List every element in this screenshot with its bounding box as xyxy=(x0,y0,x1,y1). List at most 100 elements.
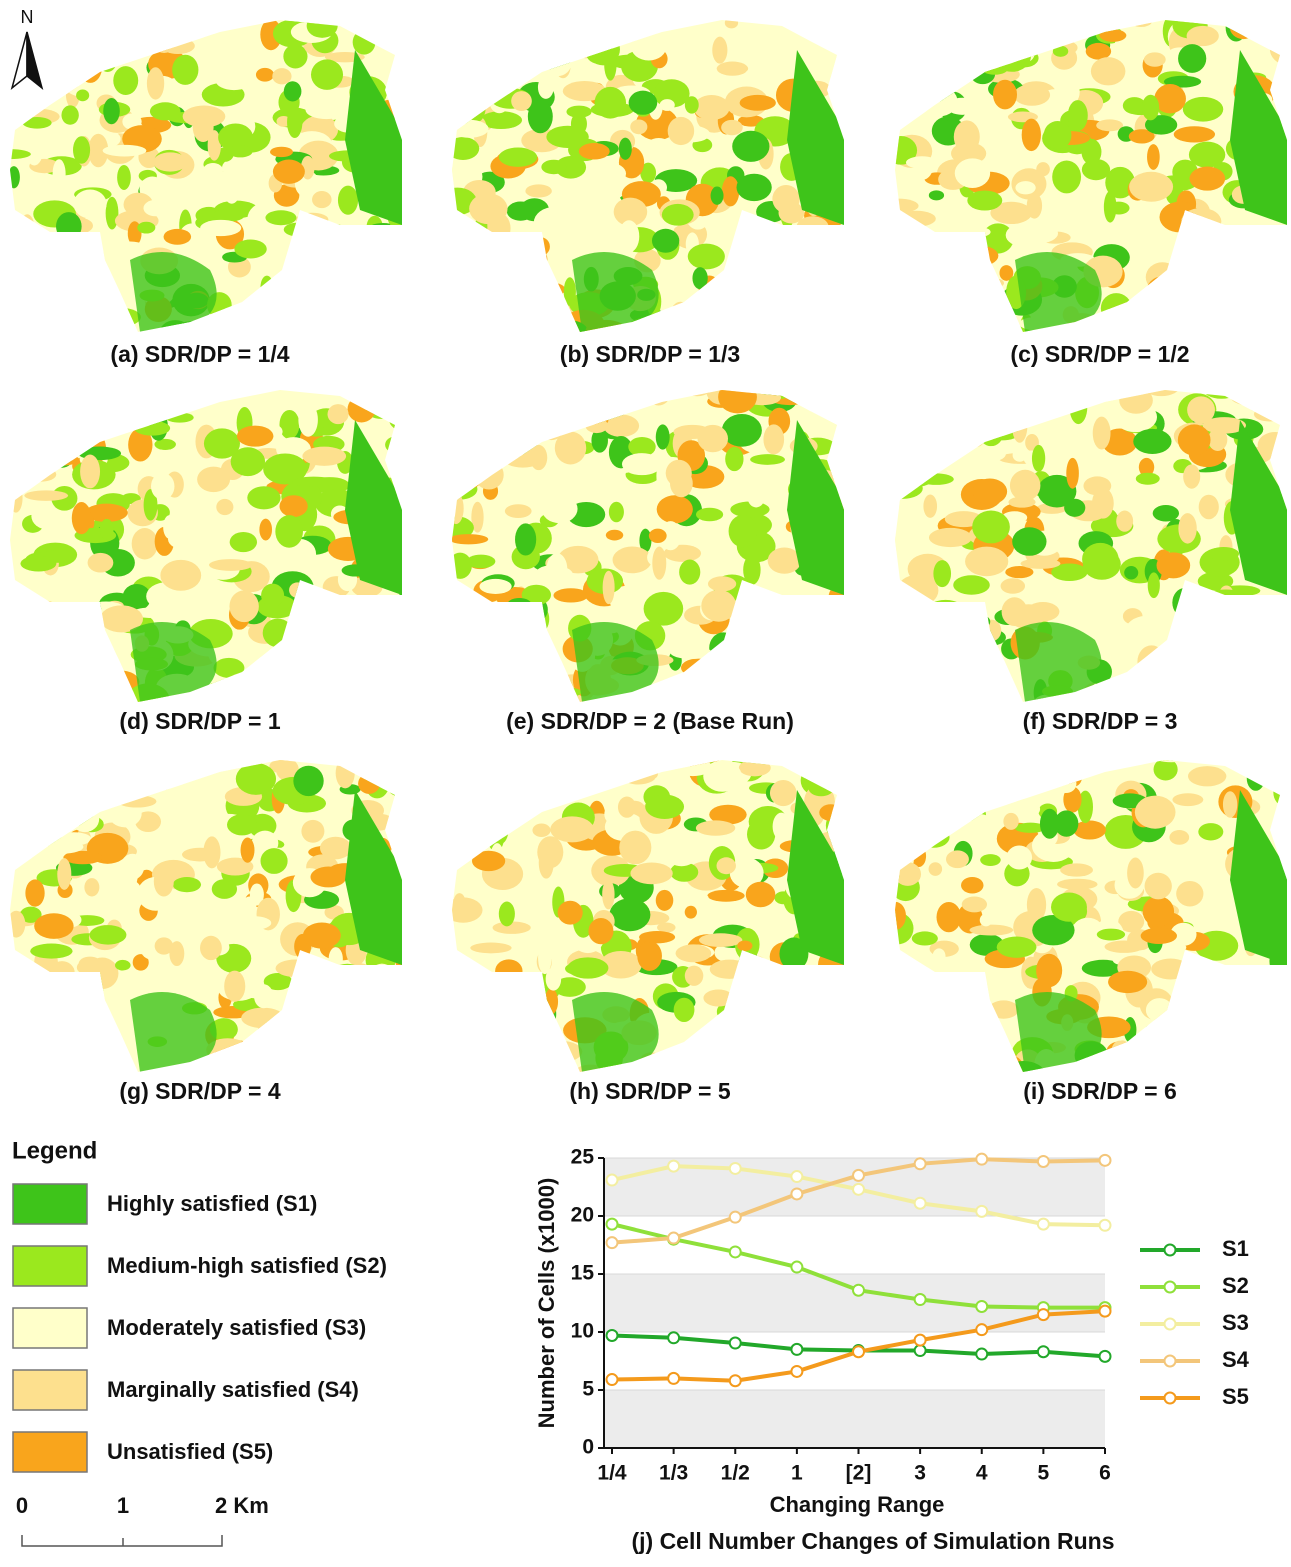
map-patch xyxy=(230,532,257,552)
map-patch xyxy=(900,239,914,251)
map-patch xyxy=(783,10,822,22)
map-patch xyxy=(1077,746,1109,763)
map-patch xyxy=(1274,318,1291,340)
map-patch xyxy=(508,672,541,693)
map-patch xyxy=(284,223,313,237)
map-patch xyxy=(458,740,488,763)
map-patch xyxy=(1187,604,1226,617)
map-patch xyxy=(383,386,413,398)
map-patch xyxy=(901,406,929,439)
map-patch xyxy=(913,1072,954,1084)
map-patch xyxy=(163,26,192,41)
map-patch xyxy=(1105,941,1144,953)
map-patch xyxy=(828,454,859,468)
map-patch xyxy=(520,24,532,39)
map-patch xyxy=(27,413,46,425)
map-patch xyxy=(1086,43,1111,60)
map-patch xyxy=(507,682,544,704)
map-patch xyxy=(773,966,799,980)
map-patch xyxy=(579,143,610,159)
map-patch xyxy=(1169,830,1189,845)
data-point xyxy=(915,1335,926,1346)
map-patch xyxy=(746,882,776,908)
map-patch xyxy=(1198,1064,1217,1076)
map-patch xyxy=(234,240,266,259)
map-patch xyxy=(919,473,954,485)
map-patch xyxy=(694,298,710,320)
map-patch xyxy=(494,244,507,269)
map-patch xyxy=(172,55,198,85)
map-patch xyxy=(1119,387,1153,414)
map: (d) SDR/DP = 1 xyxy=(0,367,423,734)
data-point xyxy=(1100,1155,1111,1166)
map-patch xyxy=(325,257,342,272)
map-patch xyxy=(887,464,909,497)
map-patch xyxy=(489,792,506,812)
map-patch xyxy=(121,854,144,880)
map-patch xyxy=(994,395,1018,417)
map-patch xyxy=(1000,407,1038,419)
map-patch xyxy=(46,791,73,809)
map-patch xyxy=(169,941,184,966)
map-patch xyxy=(444,963,475,995)
map-patch xyxy=(889,826,920,850)
map-patch xyxy=(200,220,241,236)
map-patch xyxy=(320,837,351,860)
map-patch xyxy=(469,822,486,850)
map-patch xyxy=(0,758,32,790)
map-patch xyxy=(0,428,35,445)
map-patch xyxy=(1153,505,1179,521)
map: (b) SDR/DP = 1/3 xyxy=(433,0,860,367)
map-patch xyxy=(1283,836,1291,846)
map-patch xyxy=(937,902,962,932)
data-point xyxy=(791,1366,802,1377)
map-patch xyxy=(985,1050,1019,1073)
data-point xyxy=(791,1344,802,1355)
map-patch xyxy=(644,592,684,626)
map-patch xyxy=(591,12,633,44)
map-patch xyxy=(247,486,280,509)
map-patch xyxy=(1196,1065,1227,1082)
map-patch xyxy=(1286,437,1291,463)
map-patch xyxy=(657,495,693,523)
map-patch xyxy=(472,851,505,871)
y-tick-label: 25 xyxy=(571,1146,595,1169)
map-patch xyxy=(547,1064,564,1096)
map-patch xyxy=(73,190,106,219)
map-patch xyxy=(64,1017,101,1037)
map-patch xyxy=(924,779,962,795)
map-patch xyxy=(53,159,66,188)
map-patch xyxy=(53,20,96,44)
map-patch xyxy=(907,269,941,282)
map-patch xyxy=(972,511,1010,544)
map-patch xyxy=(372,673,388,686)
map-patch xyxy=(442,703,480,716)
map-patch xyxy=(346,692,361,722)
map-patch xyxy=(689,320,708,337)
map-patch xyxy=(1183,262,1206,286)
map-patch xyxy=(991,745,1012,757)
map-patch xyxy=(301,820,324,843)
map-patch xyxy=(954,120,980,153)
map-patch xyxy=(826,667,853,693)
map-patch xyxy=(1124,566,1138,579)
map-patch xyxy=(55,418,97,446)
map-patch xyxy=(651,1064,695,1077)
map-patch xyxy=(118,403,152,414)
map-patch xyxy=(334,634,375,649)
legend-swatch xyxy=(13,1308,87,1348)
map-patch xyxy=(1245,1053,1279,1084)
map-patch xyxy=(1093,417,1111,450)
map-patch xyxy=(451,1028,468,1041)
map-patch xyxy=(961,241,977,252)
map-patch xyxy=(752,980,770,1010)
map-patch xyxy=(263,1017,299,1043)
map-patch xyxy=(327,404,348,424)
map-patch xyxy=(909,450,941,468)
map-patch xyxy=(63,1063,97,1079)
map-patch xyxy=(833,634,847,647)
map-area xyxy=(440,740,866,1096)
map-area xyxy=(878,0,1291,342)
map-patch xyxy=(718,381,757,414)
map-patch xyxy=(797,13,813,33)
